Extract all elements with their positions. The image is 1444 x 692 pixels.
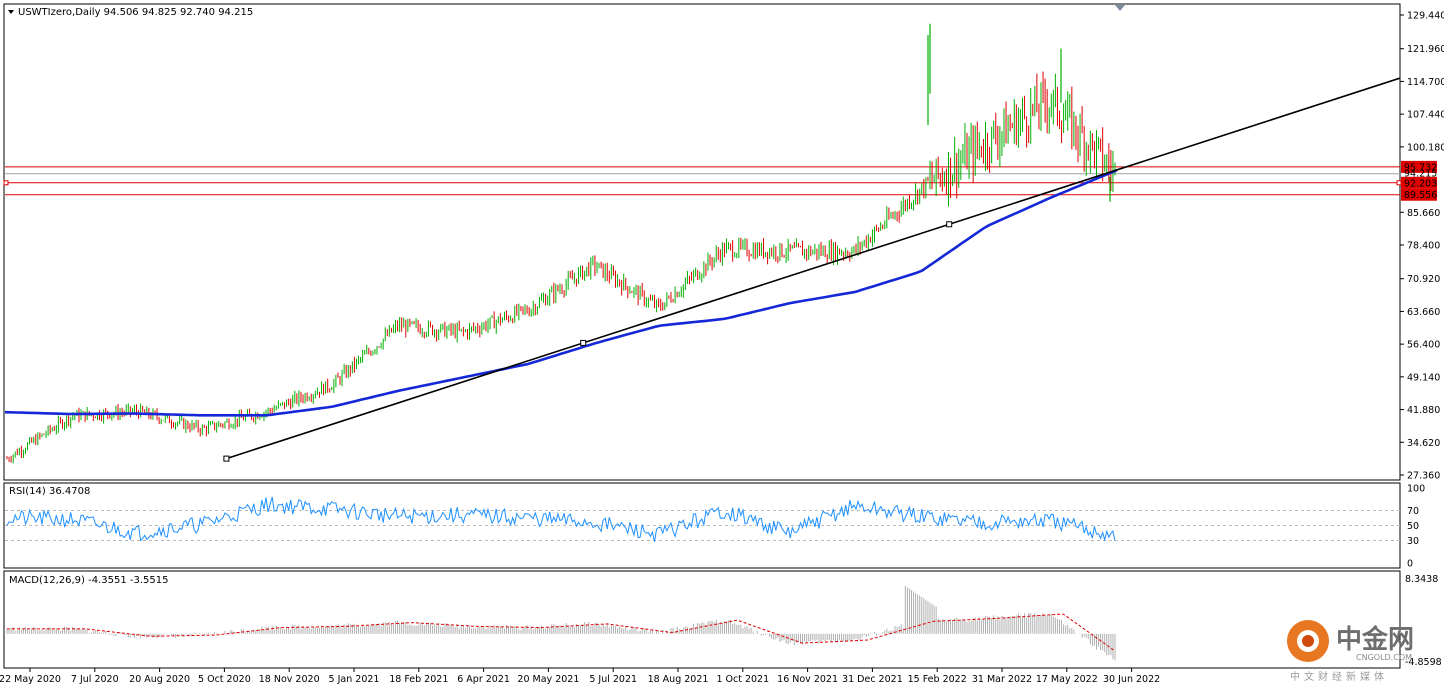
rsi-level-label: 100: [1407, 484, 1425, 495]
symbol-menu-arrow-icon[interactable]: [8, 10, 14, 14]
price-tick-label: 41.880: [1407, 405, 1440, 416]
macd-top-label: 8.3438: [1405, 574, 1438, 585]
cngold-watermark: 中金网 CNGOLD.COM 中文财经新媒体: [1287, 620, 1414, 683]
level-label-text: 95.732: [1404, 162, 1437, 173]
price-tick-label: 27.360: [1407, 471, 1440, 482]
price-tick-label: 129.440: [1407, 11, 1444, 22]
time-tick-label: 1 Oct 2021: [716, 674, 769, 685]
time-tick-label: 30 Jun 2022: [1103, 674, 1160, 685]
time-tick-label: 22 May 2020: [0, 674, 61, 685]
horizontal-levels: [3, 166, 1402, 196]
price-tick-label: 63.660: [1407, 307, 1440, 318]
price-tick-label: 49.140: [1407, 372, 1440, 383]
rsi-level-label: 70: [1407, 506, 1419, 517]
level-label-text: 92.203: [1404, 178, 1437, 189]
time-tick-label: 15 Feb 2022: [908, 674, 967, 685]
level-anchor-right: [1396, 180, 1402, 186]
time-tick-label: 6 Apr 2021: [457, 674, 510, 685]
trendline-anchor: [223, 455, 230, 462]
moving-average-line: [4, 168, 1118, 417]
time-tick-label: 18 Aug 2021: [648, 674, 709, 685]
level-label-bg: [1401, 188, 1437, 201]
time-tick-label: 7 Jul 2020: [71, 674, 119, 685]
macd-header: MACD(12,26,9) -4.3551 -3.5515: [9, 575, 169, 586]
time-axis: 22 May 2020 7 Jul 2020 20 Aug 2020 5 Oct 20…: [0, 668, 1160, 685]
price-tick-label: 70.920: [1407, 274, 1440, 285]
macd-indicator: [6, 585, 1116, 661]
price-tick-label: 114.700: [1407, 77, 1444, 88]
time-tick-label: 20 Aug 2020: [129, 674, 190, 685]
trendline-path: [226, 77, 1401, 460]
cngold-logo-core: [1302, 635, 1314, 647]
watermark-cn: 中金网: [1336, 624, 1414, 655]
rsi-header: RSI(14) 36.4708: [9, 486, 90, 497]
macd-signal-line: [7, 613, 1116, 652]
trendline-anchor: [580, 339, 587, 346]
chart-shift-marker-icon[interactable]: [1115, 5, 1125, 11]
current-price-label: 94.215: [1404, 169, 1437, 180]
watermark-en: CNGOLD.COM: [1356, 653, 1412, 662]
price-tick-label: 100.180: [1407, 142, 1444, 153]
price-tick-label: 56.400: [1407, 340, 1440, 351]
time-tick-label: 5 Jan 2021: [329, 674, 380, 685]
time-tick-label: 18 Nov 2020: [259, 674, 320, 685]
level-label-bg: [1401, 176, 1437, 189]
price-tick-label: 107.440: [1407, 110, 1444, 121]
candlestick-series: [6, 23, 1116, 464]
level-anchor-left: [3, 180, 9, 186]
symbol-header: USWTIzero,Daily 94.506 94.825 92.740 94.…: [18, 7, 253, 18]
time-tick-label: 18 Feb 2021: [389, 674, 448, 685]
main-pane-frame: [3, 3, 1401, 481]
level-label-text: 89.556: [1404, 190, 1437, 201]
time-tick-label: 16 Nov 2021: [777, 674, 838, 685]
macd-pane-frame: [3, 570, 1401, 669]
time-tick-label: 5 Oct 2020: [198, 674, 251, 685]
trend-line: [223, 77, 1401, 462]
price-axis: 129.440 121.960 114.700 107.440 100.180 85.66…: [1400, 11, 1444, 482]
price-tick-label: 85.660: [1407, 208, 1440, 219]
watermark-sub: 中文财经新媒体: [1290, 670, 1388, 683]
level-label-bg: [1401, 160, 1437, 173]
macd-bottom-label: -4.8598: [1405, 657, 1442, 668]
time-tick-label: 31 Mar 2022: [972, 674, 1032, 685]
time-tick-label: 5 Jul 2021: [589, 674, 637, 685]
time-tick-label: 20 May 2021: [517, 674, 579, 685]
time-tick-label: 17 May 2022: [1036, 674, 1098, 685]
price-tick-label: 121.960: [1407, 44, 1444, 55]
rsi-level-label: 50: [1407, 521, 1419, 532]
rsi-indicator: 100 70 50 30 0: [5, 484, 1425, 570]
trendline-anchor: [946, 221, 953, 228]
rsi-level-label: 30: [1407, 536, 1419, 547]
rsi-level-label: 0: [1407, 559, 1413, 570]
price-tick-label: 78.400: [1407, 241, 1440, 252]
price-tick-label: 34.620: [1407, 438, 1440, 449]
rsi-line: [6, 496, 1116, 542]
ma-path: [4, 168, 1118, 417]
time-tick-label: 31 Dec 2021: [842, 674, 903, 685]
